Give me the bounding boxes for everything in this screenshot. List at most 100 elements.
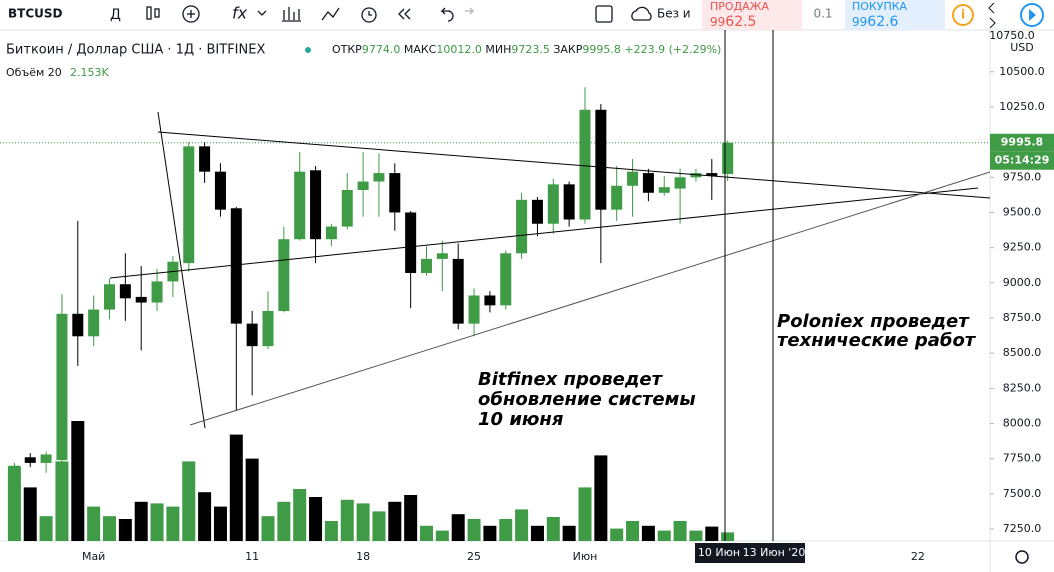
volume-bar [483, 525, 497, 541]
trend-line [157, 131, 990, 199]
buy-price: 9962.6 [852, 14, 899, 30]
x-tick-label: 11 [245, 550, 259, 563]
candle-body [230, 208, 242, 324]
y-tick-label: 9500.0 [1003, 205, 1042, 218]
buy-box[interactable] [845, 0, 945, 30]
volume-bar [641, 525, 655, 541]
annotation: Poloniex проведет [777, 311, 970, 332]
nav-arrows[interactable] [988, 2, 996, 29]
info-glyph: i [961, 8, 965, 22]
sell-price: 9962.5 [710, 14, 756, 30]
ohlc-value: 9774.0 [362, 43, 401, 56]
candle-body [595, 109, 607, 210]
candle-body [119, 284, 131, 299]
candle-body [563, 184, 575, 220]
volume-bar [213, 506, 227, 541]
candle-body [421, 258, 432, 273]
volume-bar [55, 461, 69, 541]
candle-body [357, 181, 369, 190]
volume-bar [562, 525, 576, 541]
y-tick-label: 9000.0 [1003, 276, 1042, 289]
ohlc-change: +223.9 (+2.29%) [624, 43, 721, 56]
y-tick-label: 7750.0 [1003, 452, 1042, 465]
y-tick-label: 9750.0 [1003, 170, 1042, 183]
candle-body [151, 281, 163, 303]
trend-lines [109, 30, 990, 541]
y-tick-label: 10250.0 [999, 100, 1045, 113]
candle-body [722, 142, 734, 174]
volume-bar [594, 455, 608, 541]
candle-body [56, 313, 68, 461]
x-tick-label: Май [82, 550, 105, 563]
candle-body [72, 313, 84, 337]
candle-body [246, 323, 258, 347]
candle-body [627, 171, 639, 186]
compare[interactable]: Без и [657, 7, 691, 21]
candle-body [389, 173, 401, 213]
toolbar-icons[interactable] [146, 5, 652, 23]
interval[interactable]: Д [110, 7, 121, 23]
x-tick-label: 25 [467, 550, 481, 563]
candle-body [674, 177, 686, 189]
volume-bar [340, 499, 354, 541]
trend-line [109, 187, 979, 279]
volume-bar [705, 526, 719, 541]
candle-body [658, 187, 670, 193]
volume-bar [150, 503, 164, 541]
ohlc-value: 10012.0 [436, 43, 482, 56]
ohlc-key: ОТКР [332, 43, 362, 56]
buy-price-lead: 99 [852, 15, 867, 29]
notes: Bitfinex проведет обновление системы 10 … [478, 311, 977, 430]
volume-bar [515, 509, 529, 541]
volume-bar [388, 501, 402, 541]
candle-body [40, 454, 52, 463]
last-price-label: 9995.8 [1001, 136, 1043, 149]
crosshair-date: 13 Июн '20 [743, 546, 806, 559]
candle-body [8, 465, 20, 490]
volume-bar [229, 434, 243, 541]
volume-bar [578, 487, 592, 541]
candle-body [278, 239, 290, 311]
settings-icon[interactable] [1015, 550, 1029, 564]
sell-price-lead: 99 [710, 15, 725, 29]
candle-body [373, 173, 385, 182]
volume-bar [166, 506, 180, 541]
candle-body [135, 296, 147, 303]
x-tick-label: 22 [911, 550, 925, 563]
sell-price-main: 62.5 [725, 14, 756, 30]
annotation: Bitfinex проведет [478, 369, 664, 390]
y-tick-label: 9250.0 [1003, 241, 1042, 254]
candle-body [468, 295, 480, 324]
info-icon[interactable] [952, 4, 974, 26]
candle-body [341, 189, 353, 227]
candle-body [104, 284, 115, 310]
volume-bar [198, 492, 212, 541]
volume-bar [499, 519, 513, 541]
candle-body [642, 173, 654, 193]
buy-label: ПОКУПКА [852, 0, 908, 13]
volume-bar [293, 489, 307, 541]
volume-bar [261, 516, 275, 541]
volume-bar [324, 521, 338, 541]
status-dot [305, 47, 311, 53]
volume-title: Объём 20 [6, 66, 62, 79]
candle-body [214, 171, 226, 210]
y-tick-label: 7250.0 [1003, 522, 1042, 535]
candle-body [325, 226, 337, 240]
ohlc-value: 9995.8 [582, 43, 621, 56]
x-tick-label: Июн [573, 550, 598, 563]
ohlc-key: ЗАКР [553, 43, 582, 56]
ohlc: ОТКР9774.0 МАКС10012.0 МИН9723.5 ЗАКР999… [332, 43, 721, 56]
volume-bar [356, 503, 370, 541]
volume-bar [435, 530, 449, 541]
crosshair-date-box [695, 543, 743, 563]
volume-bar [182, 461, 196, 541]
volume-bar [118, 519, 132, 541]
indicator-icon[interactable]: fx [232, 4, 248, 23]
symbol[interactable]: BTCUSD [8, 7, 63, 21]
last-price-box [990, 133, 1054, 152]
sell-box[interactable] [702, 0, 802, 30]
play-icon[interactable] [1020, 3, 1044, 27]
candle-body [405, 212, 417, 273]
volume-bar [673, 521, 687, 541]
